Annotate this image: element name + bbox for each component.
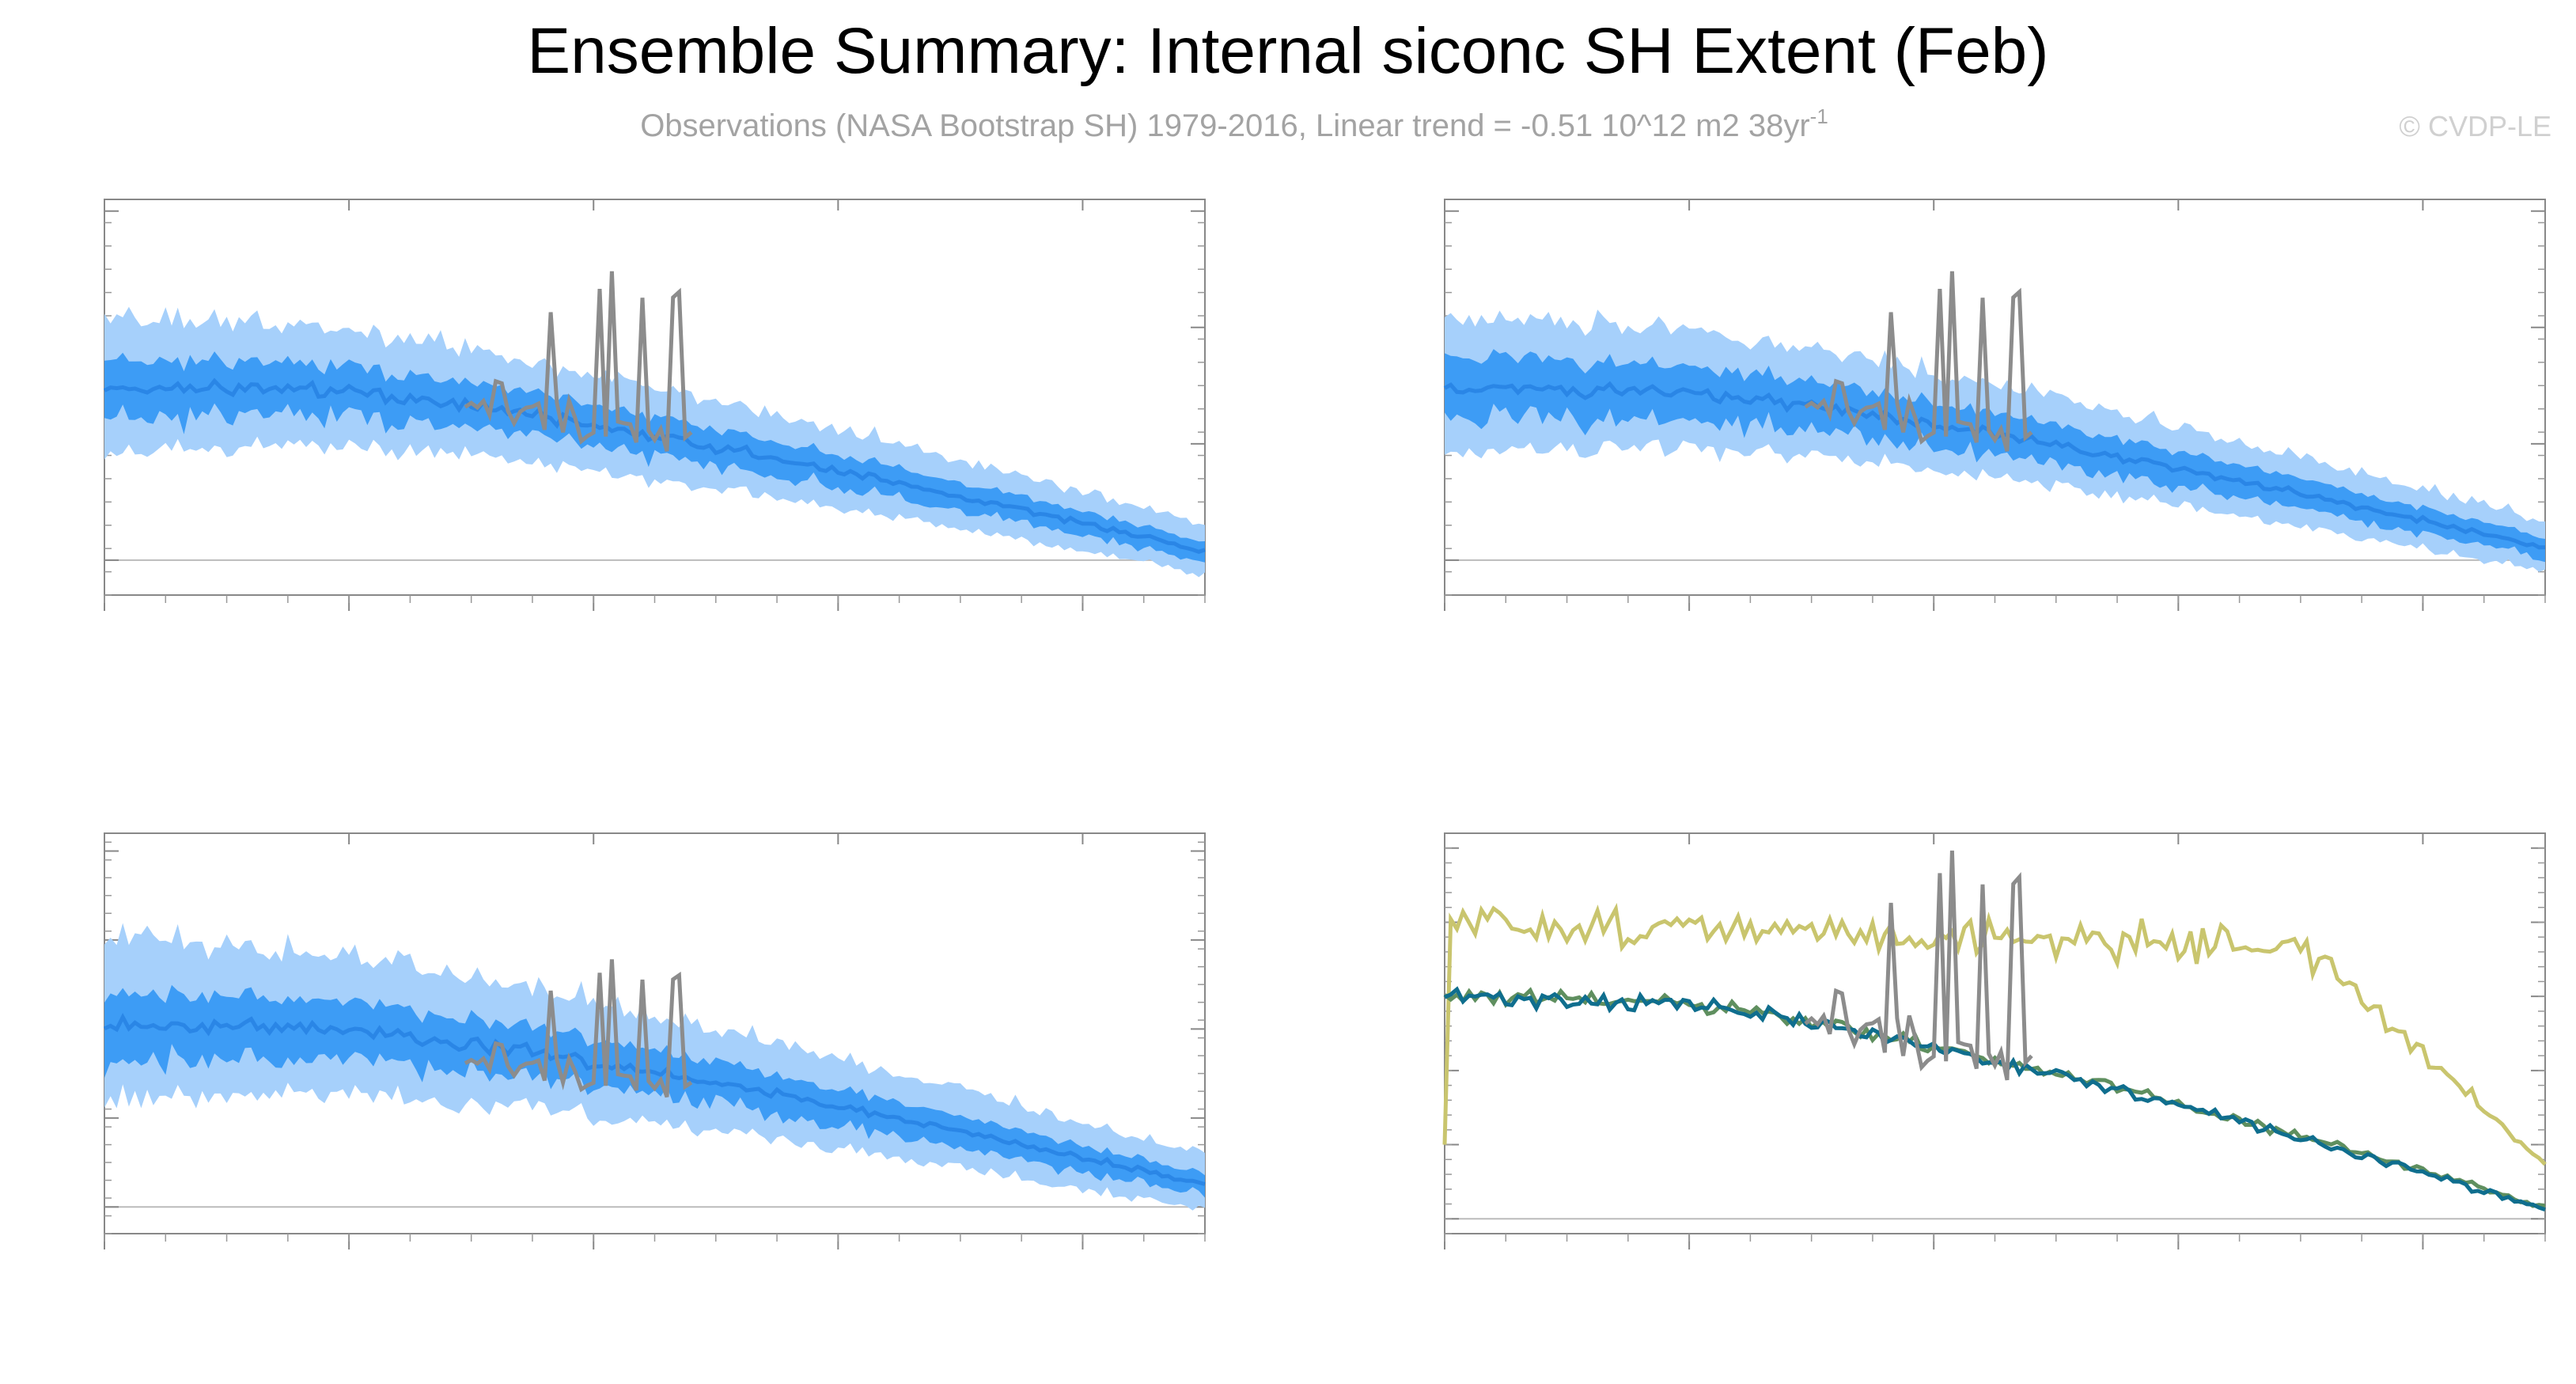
- chart-cmip6: [103, 199, 1206, 611]
- inner-range-band: [104, 351, 1205, 563]
- summary-series-line: [1443, 987, 2546, 1208]
- panels: [103, 199, 2547, 1249]
- observations-line: [464, 271, 693, 452]
- observations-line: [1804, 271, 2033, 452]
- observations-text: Observations (NASA Bootstrap SH) 1979-20…: [640, 108, 1809, 143]
- chart-summary: [1442, 832, 2547, 1249]
- plot-frame: [1444, 832, 2546, 1234]
- observations-line: [1804, 850, 2033, 1081]
- observations-sup: -1: [1810, 104, 1828, 128]
- observations-line: [464, 959, 693, 1098]
- ensemble-mean-line: [103, 1012, 1206, 1186]
- chart-smbb: [1443, 199, 2546, 611]
- observations-subtitle: Observations (NASA Bootstrap SH) 1979-20…: [640, 104, 1828, 143]
- summary-series-line: [1442, 902, 2547, 1166]
- figure-title: Ensemble Summary: Internal siconc SH Ext…: [527, 15, 2048, 87]
- inner-range-band: [104, 984, 1205, 1198]
- credit-text: © CVDP-LE: [2399, 110, 2551, 142]
- chart-cesm1: [103, 832, 1206, 1249]
